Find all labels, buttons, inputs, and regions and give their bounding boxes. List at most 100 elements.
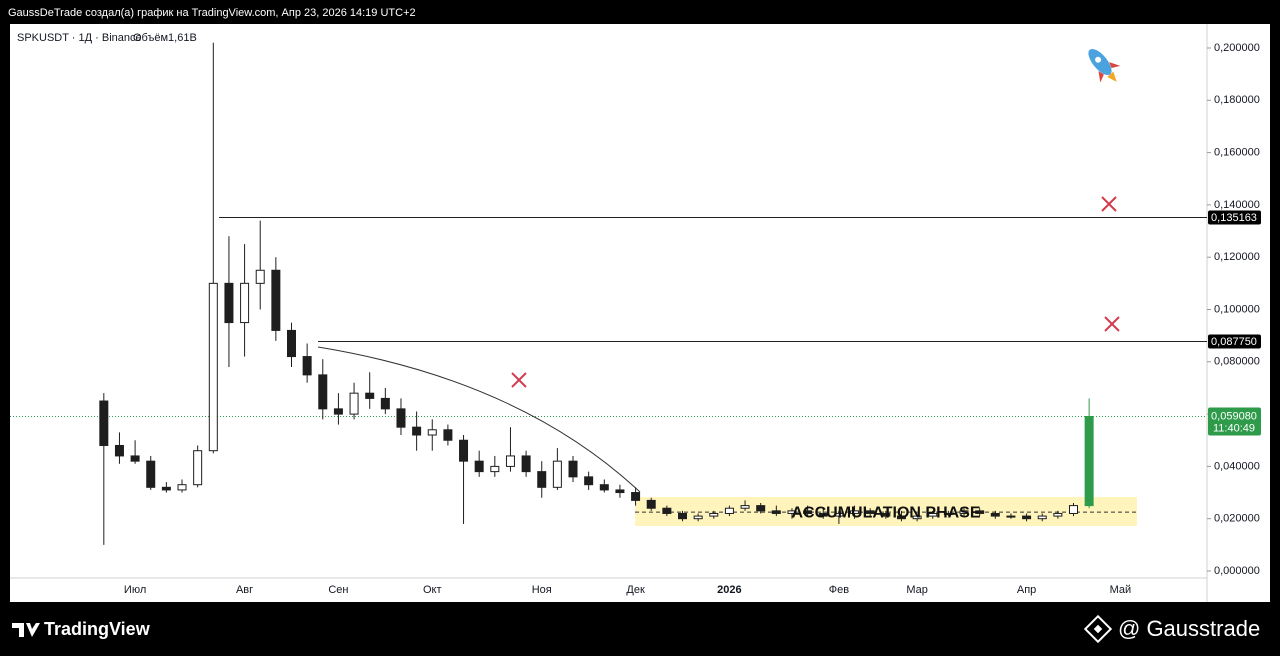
candle-body: [631, 492, 641, 501]
candle-body: [99, 400, 109, 446]
candle-body: [803, 510, 813, 514]
candle-body: [568, 460, 578, 478]
candle-body: [740, 505, 750, 509]
candle-body: [1053, 512, 1063, 517]
candle-body: [505, 455, 515, 467]
symbol-info: SPKUSDT · 1Д · Binance: [17, 32, 142, 44]
candle-body: [928, 512, 938, 517]
candle-body: [959, 510, 969, 514]
candle-body: [1069, 505, 1078, 514]
brand: TradingView: [44, 619, 151, 639]
candle-body: [412, 426, 422, 436]
y-tick-label: 0,000000: [1214, 565, 1260, 577]
x-tick-label: Дек: [626, 584, 645, 596]
candle-body: [693, 515, 703, 520]
candle-body: [396, 408, 406, 428]
candle-body: [975, 510, 985, 514]
candle-body: [177, 484, 187, 491]
candle-body: [1006, 515, 1016, 518]
level-label: 0,135163: [1211, 212, 1257, 224]
candle-body: [943, 512, 953, 515]
candle-body: [521, 455, 531, 473]
y-tick-label: 0,080000: [1214, 356, 1260, 368]
candle-body: [380, 397, 390, 410]
candle-body: [834, 512, 844, 517]
candle-body: [756, 505, 766, 512]
level-tag: [1208, 210, 1261, 225]
candle-body: [1022, 515, 1032, 520]
candle-body: [881, 512, 891, 517]
candle-body: [474, 460, 484, 473]
candle-body: [990, 512, 1000, 517]
candle-body: [584, 476, 594, 486]
candle-body: [1037, 515, 1047, 520]
candle-body: [255, 269, 265, 284]
candle-body: [146, 460, 156, 488]
candle-body: [896, 515, 906, 520]
candle-body: [678, 512, 687, 520]
candle-body: [193, 450, 203, 486]
candle-body: [787, 510, 797, 514]
volume-info: Объём1,61B: [133, 32, 197, 44]
candle-body: [709, 512, 719, 517]
level-tag: [1208, 334, 1261, 349]
x-tick-label: Июл: [124, 584, 146, 596]
candle-body: [771, 510, 781, 514]
y-tick-label: 0,020000: [1214, 513, 1260, 525]
candle-body: [318, 374, 328, 410]
author: @ Gausstrade: [1118, 616, 1260, 641]
x-tick-label: Окт: [423, 584, 442, 596]
tv-logo: [12, 623, 40, 637]
candle-body: [646, 499, 656, 509]
candle-body: [459, 439, 469, 462]
candle-body: [224, 282, 234, 324]
candle-body: [333, 408, 343, 415]
candle-body: [287, 329, 296, 358]
candle-body: [818, 512, 828, 517]
y-tick-label: 0,160000: [1214, 147, 1260, 159]
y-tick-label: 0,140000: [1214, 199, 1260, 211]
credit: GaussDeTrade создал(а) график на Trading…: [8, 7, 416, 19]
x-tick-label: Мар: [906, 584, 928, 596]
countdown: 11:40:49: [1213, 422, 1255, 434]
y-tick-label: 0,040000: [1214, 460, 1260, 472]
candle-body: [599, 484, 609, 491]
candle-body: [850, 510, 860, 514]
candle-body: [240, 282, 250, 324]
candle-body: [865, 510, 875, 514]
candle-body: [537, 471, 547, 488]
candle-body: [615, 489, 625, 494]
level-label: 0,087750: [1211, 336, 1257, 348]
y-tick-label: 0,100000: [1214, 303, 1260, 315]
x-tick-label: Апр: [1017, 584, 1036, 596]
zone-label: ACCUMULATION PHASE: [791, 504, 980, 521]
last-price-tag: [1208, 407, 1261, 436]
y-tick-label: 0,200000: [1214, 42, 1260, 54]
x-tick-label: 2026: [717, 584, 741, 596]
y-tick-label: 0,120000: [1214, 251, 1260, 263]
candle-body: [443, 429, 453, 441]
candle-body: [130, 455, 140, 462]
candle-body: [161, 486, 171, 491]
candle-body: [349, 392, 359, 415]
candle-body: [724, 507, 734, 514]
x-tick-label: Фев: [829, 584, 849, 596]
x-tick-label: Ноя: [532, 584, 552, 596]
candle-body: [662, 507, 672, 514]
candle-body: [912, 515, 922, 520]
candle-body: [427, 429, 437, 436]
candle-body: [302, 356, 312, 376]
rocket-icon: [1088, 48, 1121, 83]
arc: [317, 346, 641, 493]
candle-body: [490, 465, 500, 473]
last-price-label: 0,059080: [1211, 410, 1257, 422]
candle-body: [552, 460, 562, 488]
candle-body: [1084, 416, 1094, 507]
x-tick-label: Май: [1110, 584, 1132, 596]
x-tick-label: Сен: [328, 584, 348, 596]
x-marks: [511, 196, 1120, 388]
candle-body: [208, 282, 218, 452]
candle-body: [365, 392, 375, 399]
candle-body: [271, 269, 281, 331]
